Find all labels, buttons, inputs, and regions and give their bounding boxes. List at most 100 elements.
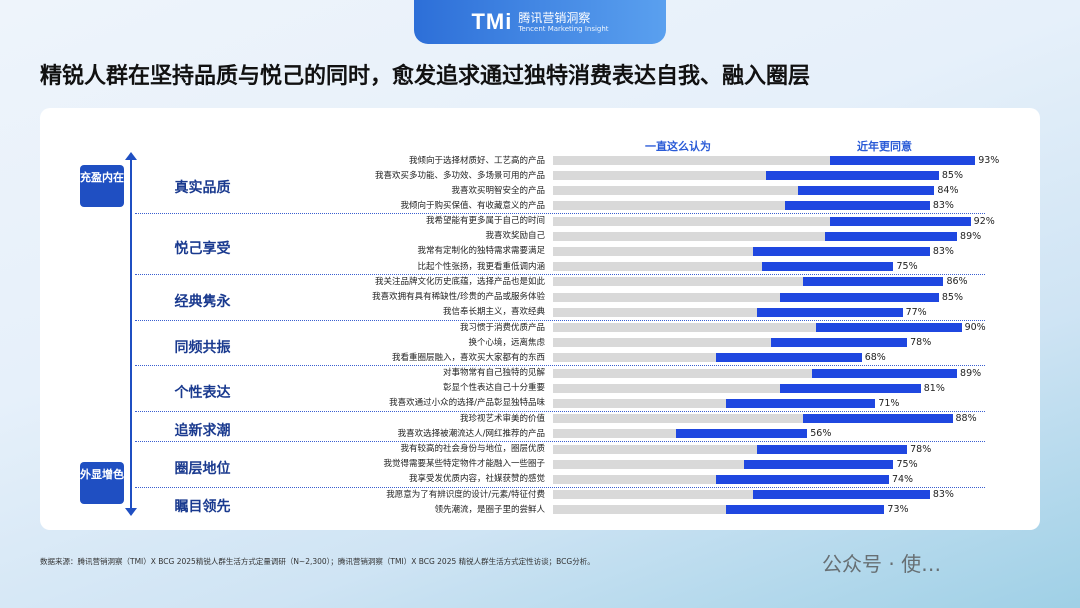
watermark: 公众号 · 使…	[822, 552, 942, 576]
total-label: 68%	[864, 352, 886, 364]
bar-always	[553, 338, 771, 348]
total-label: 89%	[960, 367, 982, 379]
bar-recent	[725, 505, 885, 515]
bar-always	[553, 368, 812, 378]
legend-always: 一直这么认为	[645, 140, 711, 153]
bar-recent	[757, 444, 908, 454]
group-separator	[135, 441, 985, 443]
row-label: 我享受发优质内容，社媒获赞的感觉	[408, 474, 545, 485]
bar-recent	[798, 186, 935, 196]
bar-recent	[725, 398, 876, 408]
data-source: 数据来源：腾讯营销洞察（TMI）X BCG 2025精锐人群生活方式定量调研（N…	[40, 557, 595, 566]
bar-always	[553, 444, 758, 454]
axis-arrow-down-icon	[125, 508, 137, 516]
badge-outer: 外显增色	[80, 462, 124, 504]
bar-recent	[743, 459, 894, 469]
bar-always	[553, 323, 817, 332]
category-label: 经典隽永	[174, 294, 231, 311]
total-label: 88%	[955, 413, 977, 425]
row-label: 换个心境，远离焦虑	[468, 337, 545, 348]
bar-always	[553, 262, 762, 271]
bar-recent	[716, 353, 862, 363]
total-label: 92%	[973, 215, 995, 227]
bar-always	[553, 353, 717, 363]
category-label: 同频共振	[174, 339, 231, 356]
bar-always	[553, 156, 830, 165]
row-label: 领先潮流，是圈子里的尝鲜人	[434, 504, 545, 515]
bar-always	[553, 186, 799, 196]
row-label: 我信奉长期主义，喜欢经典	[442, 307, 545, 318]
total-label: 84%	[937, 185, 959, 197]
category-label: 个性表达	[174, 385, 231, 402]
bar-always	[553, 414, 803, 424]
total-label: 89%	[960, 230, 982, 242]
axis-arrow-up-icon	[125, 152, 137, 160]
total-label: 75%	[896, 458, 918, 470]
total-label: 83%	[932, 200, 954, 212]
bar-recent	[825, 231, 958, 241]
bar-recent	[829, 156, 976, 165]
group-separator	[135, 410, 985, 412]
row-label: 我喜欢买明智安全的产品	[451, 185, 545, 196]
total-label: 78%	[910, 443, 932, 455]
total-label: 71%	[878, 397, 900, 409]
bar-always	[553, 474, 717, 484]
bar-recent	[761, 262, 894, 271]
bar-always	[553, 383, 780, 393]
bar-always	[553, 277, 803, 287]
total-label: 90%	[964, 322, 986, 333]
total-label: 77%	[905, 306, 927, 318]
row-label: 我喜欢奖励自己	[485, 231, 545, 242]
logo-cn: 腾讯营销洞察	[518, 11, 591, 25]
total-label: 74%	[891, 473, 914, 485]
tmi-logo: TMi 腾讯营销洞察 Tencent Marketing Insight	[414, 0, 666, 44]
row-label: 我有较高的社会身份与地位，圈层优质	[400, 444, 545, 455]
total-label: 75%	[896, 261, 918, 272]
legend-recent: 近年更同意	[857, 140, 912, 153]
row-label: 我倾向于购买保值、有收藏意义的产品	[400, 200, 545, 211]
logo-mark: TMi	[471, 9, 513, 34]
bar-always	[553, 201, 785, 211]
category-label: 瞩目领先	[174, 499, 231, 516]
bar-recent	[752, 490, 930, 500]
bar-recent	[780, 383, 921, 393]
total-label: 86%	[946, 276, 968, 288]
category-label: 圈层地位	[174, 461, 231, 478]
group-separator	[135, 487, 985, 488]
row-label: 我珍视艺术审美的价值	[459, 413, 545, 424]
row-label: 我常有定制化的独特需求需要满足	[417, 246, 545, 257]
row-label: 我关注品牌文化历史底蕴，选择产品也是如此	[374, 276, 545, 287]
category-label: 追新求潮	[174, 423, 231, 440]
row-label: 彰显个性表达自己十分重要	[442, 383, 545, 394]
row-label: 我喜欢买多功能、多功效、多场景可用的产品	[374, 170, 545, 181]
bar-recent	[757, 307, 903, 317]
row-label: 我喜欢通过小众的选择/产品彰显独特品味	[389, 398, 545, 409]
bar-always	[553, 231, 826, 241]
row-label: 比起个性张扬，我更看重低调内涵	[417, 261, 545, 272]
bar-always	[553, 429, 676, 439]
group-separator	[135, 274, 985, 276]
row-label: 我喜欢选择被潮流达人/网红推荐的产品	[397, 428, 545, 439]
total-label: 73%	[887, 504, 909, 516]
row-label: 我倾向于选择材质好、工艺高的产品	[408, 155, 545, 166]
total-label: 83%	[932, 245, 954, 257]
total-label: 56%	[810, 428, 832, 440]
group-separator	[135, 213, 985, 215]
bar-always	[553, 307, 758, 317]
bar-recent	[811, 368, 958, 378]
category-label: 真实品质	[174, 180, 231, 197]
group-separator	[135, 319, 985, 321]
bar-recent	[675, 429, 808, 439]
total-label: 85%	[941, 291, 964, 303]
category-label: 悦己享受	[174, 240, 231, 257]
bar-recent	[802, 414, 953, 424]
bar-recent	[716, 474, 889, 484]
total-label: 85%	[941, 170, 964, 182]
bar-always	[553, 398, 726, 408]
logo-en: Tencent Marketing Insight	[518, 25, 609, 33]
total-label: 81%	[923, 382, 945, 394]
bar-recent	[770, 338, 908, 348]
group-separator	[135, 365, 985, 367]
badge-inner: 充盈内在	[80, 165, 124, 207]
bar-always	[553, 246, 753, 256]
